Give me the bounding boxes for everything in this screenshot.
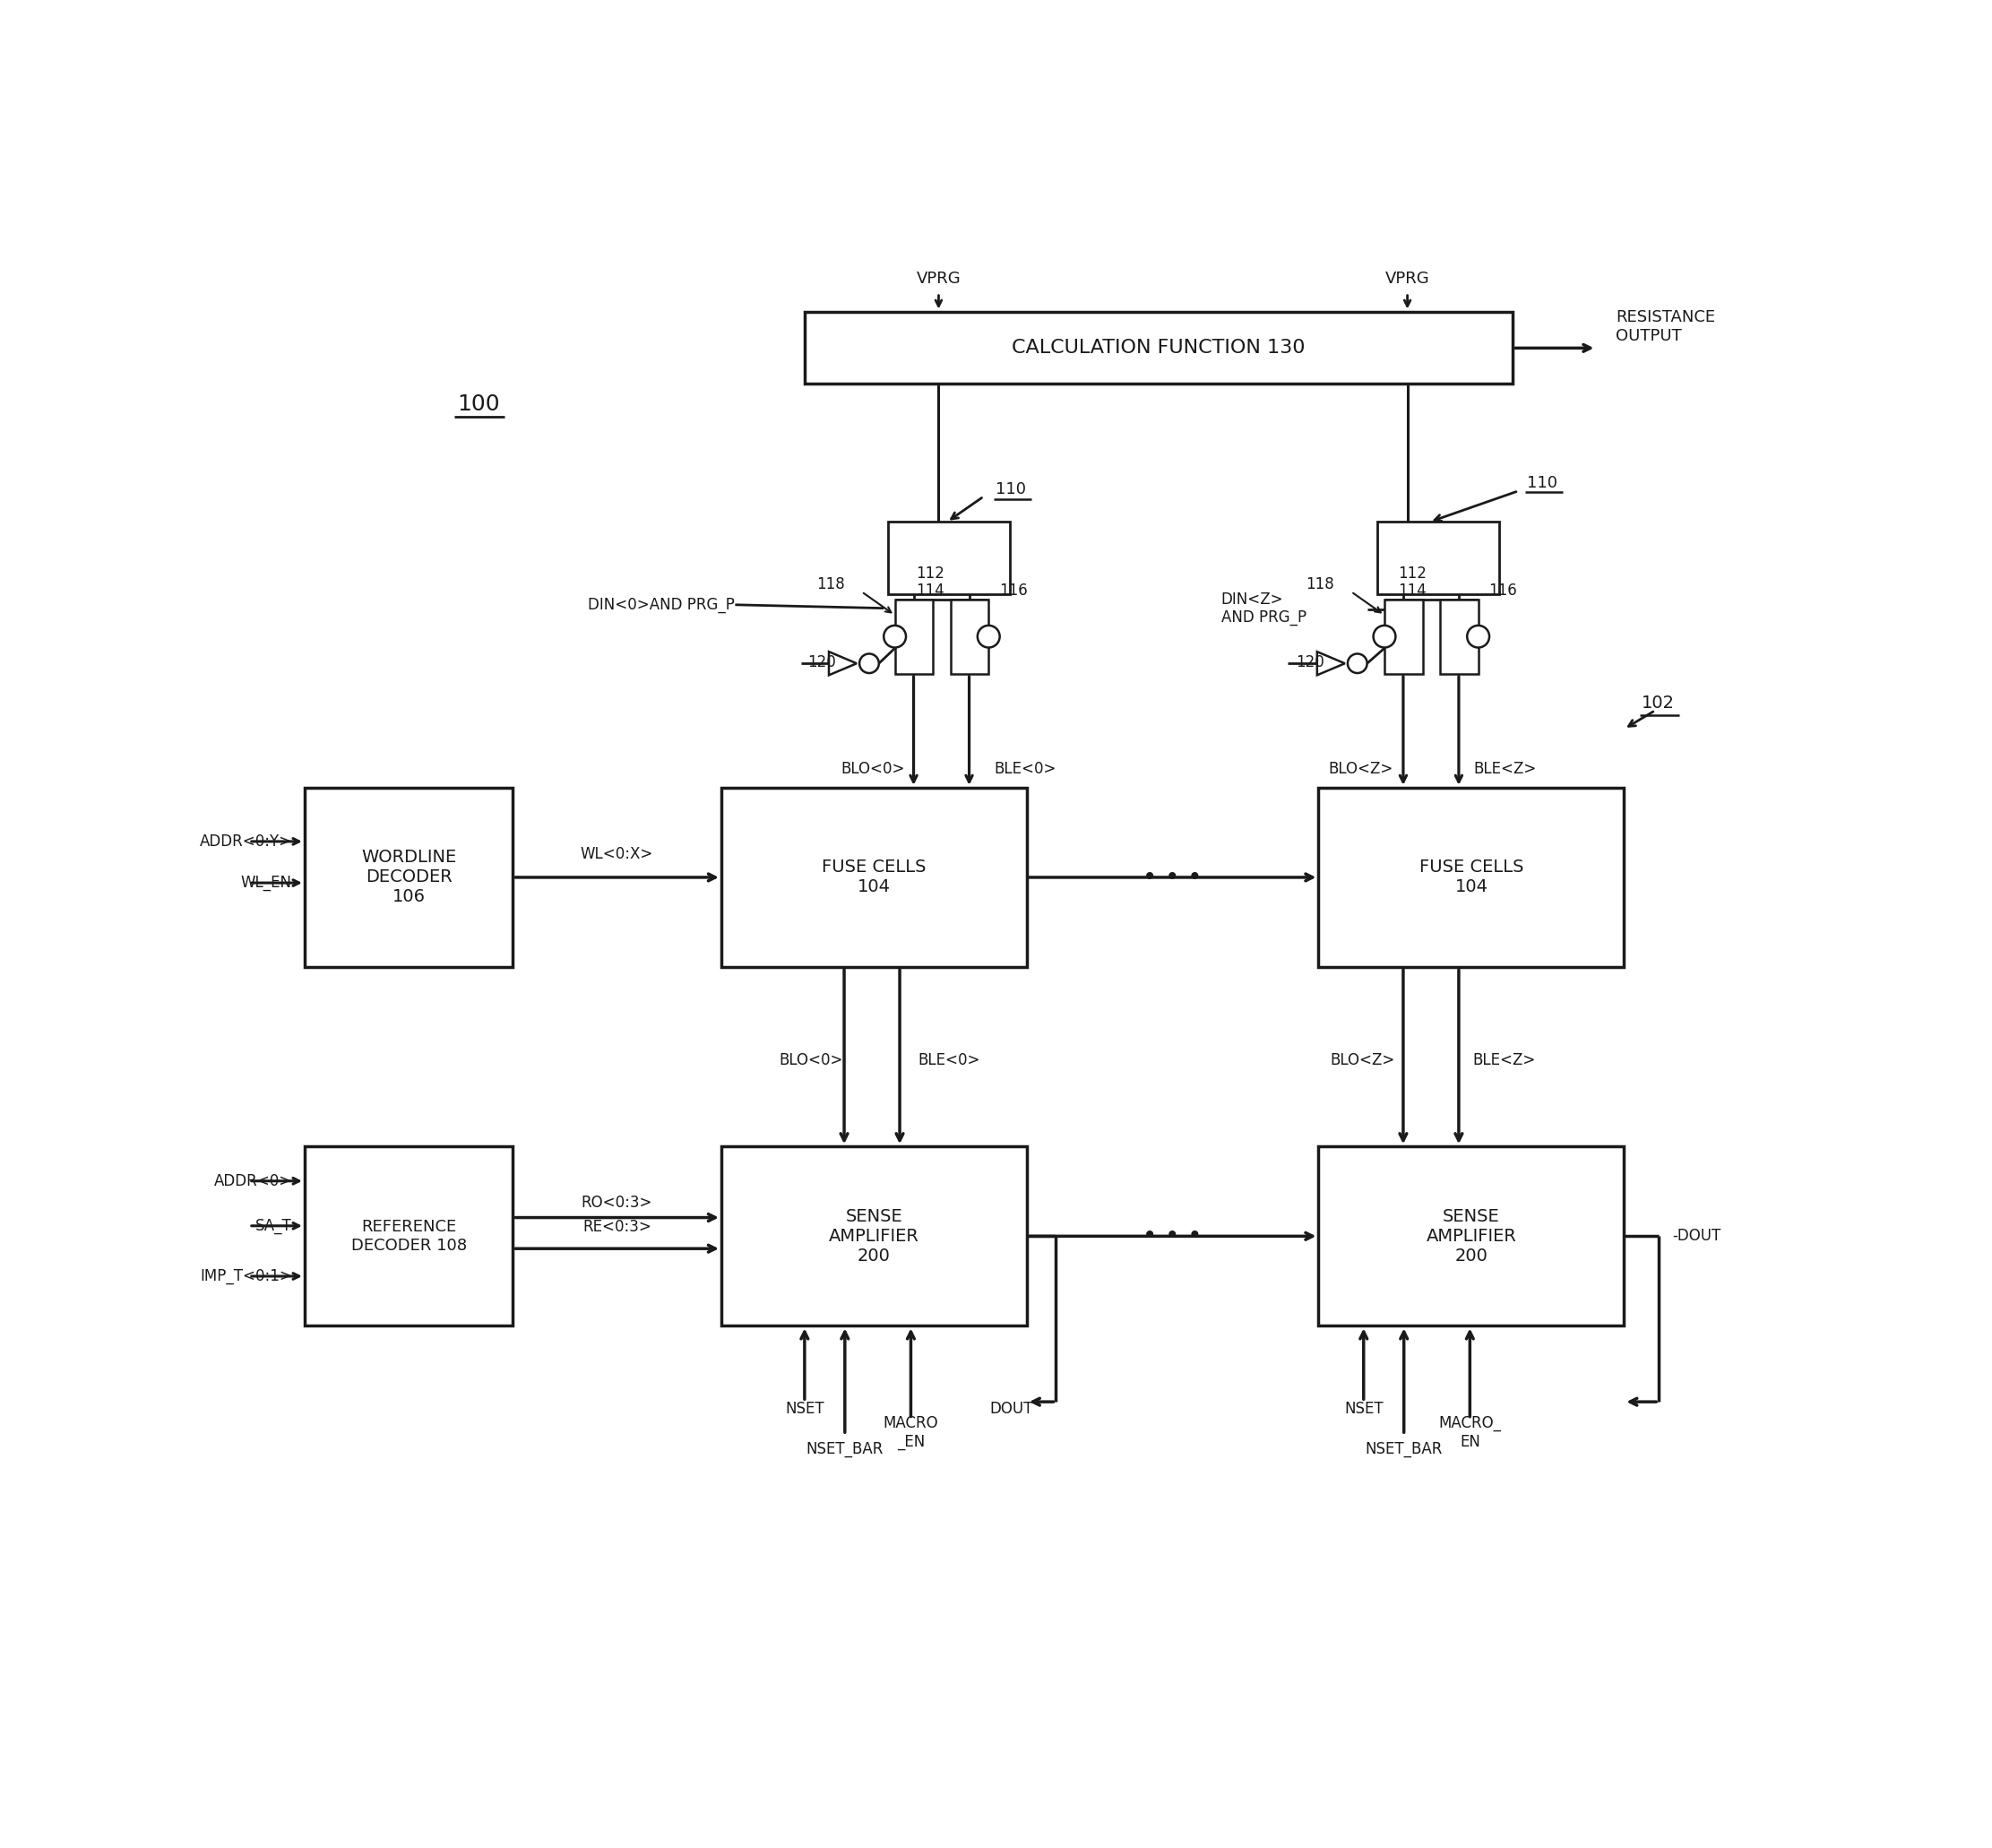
Text: 112: 112 xyxy=(916,565,944,582)
Text: SA_T: SA_T xyxy=(255,1218,293,1234)
Text: MACRO
_EN: MACRO _EN xyxy=(882,1416,938,1451)
Text: 118: 118 xyxy=(817,577,845,591)
Text: MACRO_
EN: MACRO_ EN xyxy=(1438,1416,1502,1451)
Text: BLO<Z>: BLO<Z> xyxy=(1331,1052,1394,1068)
Circle shape xyxy=(859,654,878,673)
Bar xyxy=(721,787,1026,967)
Bar xyxy=(1384,601,1422,675)
Text: ADDR<0>: ADDR<0> xyxy=(213,1173,293,1188)
Polygon shape xyxy=(1317,652,1345,675)
Bar xyxy=(950,601,988,675)
Text: SENSE
AMPLIFIER
200: SENSE AMPLIFIER 200 xyxy=(829,1209,918,1264)
Bar xyxy=(805,312,1514,384)
Text: BLE<0>: BLE<0> xyxy=(994,761,1056,776)
Text: • • •: • • • xyxy=(1143,865,1203,891)
Text: 118: 118 xyxy=(1305,577,1335,591)
Text: BLO<0>: BLO<0> xyxy=(779,1052,843,1068)
Text: 114: 114 xyxy=(916,582,944,599)
Circle shape xyxy=(1372,625,1396,647)
Bar xyxy=(894,601,932,675)
Text: AND PRG_P: AND PRG_P xyxy=(1221,610,1307,625)
Text: NSET: NSET xyxy=(785,1401,825,1417)
Text: 110: 110 xyxy=(996,482,1026,497)
Text: 120: 120 xyxy=(1295,654,1325,671)
Text: 110: 110 xyxy=(1526,475,1558,492)
Bar xyxy=(1440,601,1478,675)
Bar xyxy=(888,521,1010,595)
Bar xyxy=(1378,521,1500,595)
Text: DIN<0>AND PRG_P: DIN<0>AND PRG_P xyxy=(588,597,735,614)
Text: ADDR<0:Y>: ADDR<0:Y> xyxy=(199,833,293,850)
Text: 120: 120 xyxy=(807,654,837,671)
Text: REFERENCE
DECODER 108: REFERENCE DECODER 108 xyxy=(351,1220,466,1253)
Text: CALCULATION FUNCTION 130: CALCULATION FUNCTION 130 xyxy=(1012,338,1305,357)
Text: FUSE CELLS
104: FUSE CELLS 104 xyxy=(1418,859,1524,896)
Text: WORDLINE
DECODER
106: WORDLINE DECODER 106 xyxy=(361,848,456,906)
Text: BLO<0>: BLO<0> xyxy=(841,761,904,776)
Text: FUSE CELLS
104: FUSE CELLS 104 xyxy=(823,859,926,896)
Text: BLE<Z>: BLE<Z> xyxy=(1472,1052,1536,1068)
Text: 116: 116 xyxy=(1000,582,1028,599)
Bar xyxy=(305,1146,512,1325)
Text: BLE<Z>: BLE<Z> xyxy=(1474,761,1536,776)
Text: DOUT: DOUT xyxy=(990,1401,1034,1417)
Text: NSET: NSET xyxy=(1345,1401,1382,1417)
Text: NSET_BAR: NSET_BAR xyxy=(1365,1441,1442,1456)
Bar xyxy=(1319,787,1623,967)
Text: NSET_BAR: NSET_BAR xyxy=(807,1441,884,1456)
Bar xyxy=(721,1146,1026,1325)
Text: • • •: • • • xyxy=(1143,1223,1203,1249)
Text: BLO<Z>: BLO<Z> xyxy=(1329,761,1394,776)
Text: SENSE
AMPLIFIER
200: SENSE AMPLIFIER 200 xyxy=(1426,1209,1516,1264)
Text: VPRG: VPRG xyxy=(1384,270,1430,286)
Circle shape xyxy=(1466,625,1490,647)
Text: RO<0:3>: RO<0:3> xyxy=(582,1194,653,1210)
Text: RE<0:3>: RE<0:3> xyxy=(582,1218,651,1234)
Text: BLE<0>: BLE<0> xyxy=(918,1052,980,1068)
Circle shape xyxy=(978,625,1000,647)
Text: -DOUT: -DOUT xyxy=(1673,1229,1721,1244)
Text: IMP_T<0:1>: IMP_T<0:1> xyxy=(199,1268,293,1284)
Text: 100: 100 xyxy=(456,394,500,416)
Bar xyxy=(1319,1146,1623,1325)
Text: RESISTANCE
OUTPUT: RESISTANCE OUTPUT xyxy=(1616,309,1715,344)
Polygon shape xyxy=(829,652,857,675)
Circle shape xyxy=(884,625,906,647)
Text: WL_EN: WL_EN xyxy=(241,874,293,891)
Text: 102: 102 xyxy=(1641,695,1675,711)
Text: 112: 112 xyxy=(1398,565,1426,582)
Circle shape xyxy=(1349,654,1367,673)
Text: VPRG: VPRG xyxy=(916,270,960,286)
Bar xyxy=(305,787,512,967)
Text: 114: 114 xyxy=(1398,582,1426,599)
Text: DIN<Z>: DIN<Z> xyxy=(1221,591,1283,608)
Text: 116: 116 xyxy=(1488,582,1518,599)
Text: WL<0:X>: WL<0:X> xyxy=(580,846,653,863)
